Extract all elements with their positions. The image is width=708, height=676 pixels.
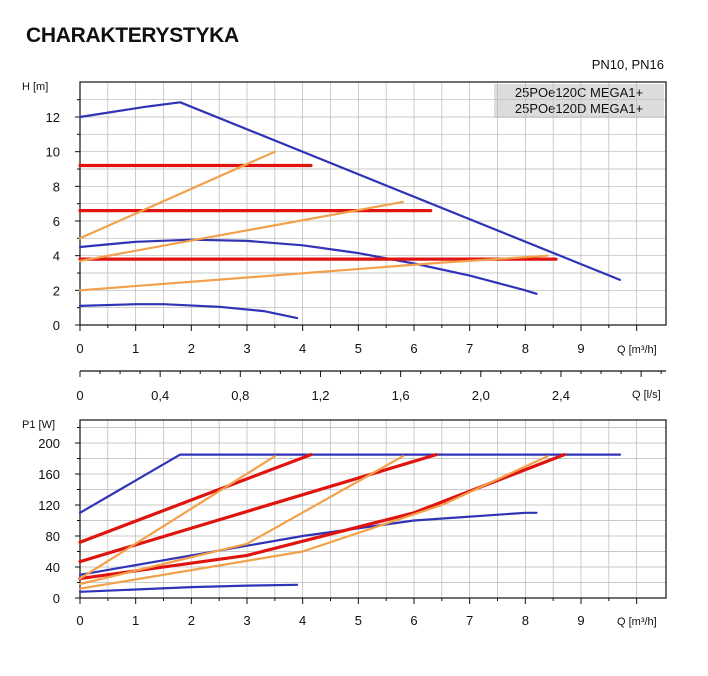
y-tick-label: 0	[53, 591, 60, 606]
series-line-blue	[78, 583, 299, 593]
x-tick-label: 3	[243, 613, 250, 628]
x-axis-label: Q [m³/h]	[617, 344, 657, 356]
y-axis-label: P1 [W]	[22, 419, 55, 431]
plot-frame	[79, 419, 667, 599]
x-tick-label: 8	[522, 341, 529, 356]
y-axis-label: H [m]	[22, 81, 48, 93]
series-line-blue	[78, 453, 622, 514]
x-tick-label: 4	[299, 613, 306, 628]
y-tick-label: 10	[46, 145, 60, 160]
x-tick-label: 9	[577, 613, 584, 628]
x-tick-label: 8	[522, 613, 529, 628]
series-line-orange	[78, 455, 276, 580]
x-tick-label: 2	[188, 341, 195, 356]
series-line-blue	[78, 303, 299, 320]
series-line-orange	[78, 254, 549, 292]
model-box: 25POe120C MEGA1+ 25POe120D MEGA1+	[494, 84, 664, 118]
secondary-tick-label: 1,2	[311, 388, 329, 403]
series-line-red	[78, 453, 438, 564]
y-tick-label: 8	[53, 179, 60, 194]
x-tick-label: 6	[410, 341, 417, 356]
x-axis-label: Q [m³/h]	[617, 616, 657, 628]
model-label: 25POe120D MEGA1+	[514, 101, 644, 116]
secondary-axis: 0 0,4 0,8 1,2 1,6 2,0 2,4 Q [l/s]	[76, 370, 666, 403]
x-tick-label: 7	[466, 613, 473, 628]
series-line-red	[78, 453, 566, 581]
y-tick-label: 200	[38, 436, 60, 451]
x-tick-label: 0	[76, 613, 83, 628]
series-line-orange	[78, 455, 549, 590]
x-tick-label: 7	[466, 341, 473, 356]
x-tick-label: 1	[132, 341, 139, 356]
x-tick-label: 9	[577, 341, 584, 356]
x-tick-label: 3	[243, 341, 250, 356]
series-line-orange	[78, 455, 404, 586]
y-tick-label: 120	[38, 498, 60, 513]
page-title: CHARAKTERYSTYKA	[26, 24, 239, 47]
y-tick-label: 160	[38, 467, 60, 482]
y-tick-label: 40	[46, 560, 60, 575]
x-tick-label: 5	[355, 613, 362, 628]
secondary-tick-label: 0,4	[151, 388, 169, 403]
series-line-blue	[78, 511, 538, 576]
x-tick-label: 5	[355, 341, 362, 356]
secondary-tick-label: 0,8	[231, 388, 249, 403]
y-tick-label: 0	[53, 318, 60, 333]
y-tick-label: 80	[46, 529, 60, 544]
y-tick-label: 2	[53, 283, 60, 298]
series-line-red	[78, 453, 313, 544]
x-tick-label: 4	[299, 341, 306, 356]
secondary-tick-label: 0	[76, 388, 83, 403]
model-label: 25POe120C MEGA1+	[514, 85, 644, 100]
y-tick-label: 6	[53, 214, 60, 229]
y-tick-label: 12	[46, 110, 60, 125]
pressure-class-label: PN10, PN16	[591, 57, 664, 72]
series-line-blue	[78, 238, 538, 295]
series-line-orange	[78, 200, 404, 262]
x-tick-label: 2	[188, 613, 195, 628]
x-tick-label: 6	[410, 613, 417, 628]
y-tick-label: 4	[53, 249, 60, 264]
chart-panel-2: 0 40 80 120 160 200 P1 [W] 0 1 2 3 4 5 6 7 8 9 Q [m³/h]	[22, 419, 667, 628]
x-tick-label: 1	[132, 613, 139, 628]
secondary-axis-label: Q [l/s]	[632, 389, 661, 401]
secondary-tick-label: 2,0	[472, 388, 490, 403]
series-line-orange	[78, 150, 276, 240]
series-line-blue	[78, 101, 622, 281]
secondary-tick-label: 1,6	[392, 388, 410, 403]
x-tick-label: 0	[76, 341, 83, 356]
secondary-tick-label: 2,4	[552, 388, 570, 403]
